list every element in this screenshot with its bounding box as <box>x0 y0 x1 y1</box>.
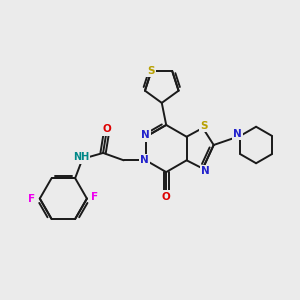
Text: N: N <box>141 130 150 140</box>
Text: F: F <box>91 192 98 202</box>
Text: F: F <box>28 194 35 204</box>
Text: N: N <box>140 155 149 165</box>
Text: S: S <box>200 121 208 130</box>
Text: N: N <box>201 167 210 176</box>
Text: NH: NH <box>73 152 89 162</box>
Text: N: N <box>233 128 242 139</box>
Text: S: S <box>148 66 155 76</box>
Text: O: O <box>162 191 171 202</box>
Text: O: O <box>103 124 112 134</box>
